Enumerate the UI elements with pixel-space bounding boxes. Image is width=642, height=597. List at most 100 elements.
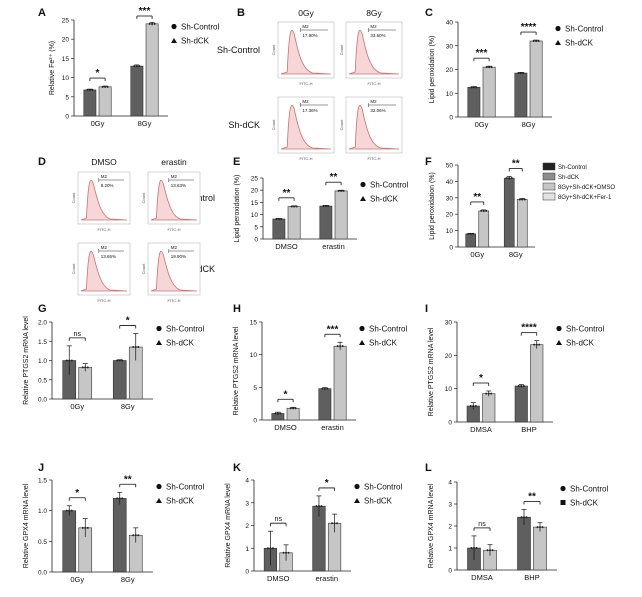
flow-x-axis-label: FITC-H [367,81,380,86]
legend-marker-circle [156,483,162,490]
legend-label: Sh-Control [566,325,604,334]
data-point [279,412,282,415]
significance-label: ** [473,192,481,203]
y-tick-label: 15 [250,320,258,327]
significance-label: * [479,373,483,384]
flow-y-axis-label: Count [271,119,276,131]
legend-label: Sh-dCK [370,195,399,204]
bar-sh-control [514,385,528,423]
legend-label: 8Gy+Sh-dCK+Fer-1 [558,195,612,201]
legend-label: 8Gy+Sh-dCK+DMSO [558,185,615,191]
data-point [269,547,272,550]
y-tick-label: 10 [250,352,258,359]
data-point [137,346,140,349]
x-tick-label: erastin [322,242,345,251]
legend-label: Sh-Control [558,165,587,171]
data-point [517,72,520,75]
significance-label: ns [478,521,486,528]
y-tick-label: 20 [445,353,453,360]
data-point [68,359,71,362]
flow-x-axis-label: FITC-H [167,227,180,232]
flow-gate-percent: 33.60% [370,33,385,38]
bar-sh-control [62,510,77,573]
data-point [337,189,340,192]
legend-swatch [542,182,556,191]
significance-label: * [325,478,329,489]
x-tick-label: DMSO [275,242,298,251]
flow-row-title: Sh-Control [217,45,260,55]
y-tick-label: 10 [446,91,454,98]
x-tick-label: BHP [524,573,539,582]
legend-label: Sh-dCK [166,339,195,348]
panel-letter-f: F [425,156,432,168]
data-point [289,407,292,410]
data-point [65,359,68,362]
flow-gate-label: M2 [101,245,108,250]
legend-label: Sh-Control [364,483,402,492]
panel-letter-d: D [38,156,46,168]
y-tick-label: 30 [446,43,454,50]
data-point [505,177,508,180]
legend-label: Sh-Control [370,181,408,190]
data-point [470,547,473,549]
data-point [485,209,488,212]
data-point [70,359,73,362]
significance-label: ns [74,331,82,338]
legend-label: Sh-dCK [558,175,579,181]
data-point [121,497,124,500]
flow-gate-label: M2 [370,99,377,104]
data-point [323,387,326,390]
legend-label: Sh-dCK [166,497,195,506]
data-point [287,551,290,554]
flow-gate-percent: 32.06% [370,108,385,113]
significance-label: ** [512,158,520,169]
data-point [101,85,104,88]
data-point [469,405,472,407]
x-tick-label: DMSO [267,574,290,583]
data-point [321,387,324,390]
legend-marker-circle [560,485,566,492]
legend-marker-triangle [156,498,162,503]
bar-sh-dck [98,86,112,117]
legend-marker-triangle [156,340,162,345]
bar-sh-dck [516,199,528,248]
data-point [342,189,345,192]
data-point [280,217,283,220]
data-point [88,88,91,91]
data-point [535,343,538,346]
flow-gate-percent: 19.90% [171,254,186,259]
y-tick-label: 5 [65,94,69,101]
bar-sh-dck [482,66,496,118]
data-point [488,66,491,69]
bar-sh-dck [78,367,93,400]
data-point [322,205,325,208]
y-tick-label: 10 [62,75,70,82]
data-point [510,177,513,180]
panel-letter-b: B [237,7,245,19]
panel-letter-h: H [233,303,241,315]
x-tick-label: DMSO [274,423,297,432]
y-tick-label: 15 [62,56,70,63]
y-tick-label: 20 [446,212,454,219]
bar-sh-control [112,498,127,573]
significance-label: **** [521,22,537,33]
data-point [472,232,475,235]
data-point [469,232,472,235]
data-point [473,547,475,549]
flow-histogram [150,179,198,221]
x-tick-label: 8Gy [509,250,523,259]
y-axis-label: Relative PTGS2 mRNA level [428,327,435,416]
data-point [326,387,329,390]
x-tick-label: 0Gy [470,250,484,259]
data-point [339,345,342,348]
flow-gate-label: M2 [101,174,108,179]
bar-sh-dck [482,393,496,423]
panel-letter-g: G [38,303,47,315]
y-tick-label: 20 [446,67,454,74]
data-point [523,516,525,519]
legend-label: Sh-Control [369,325,407,334]
data-point [132,534,135,537]
y-tick-label: 1 [245,546,249,553]
data-point [137,534,140,537]
